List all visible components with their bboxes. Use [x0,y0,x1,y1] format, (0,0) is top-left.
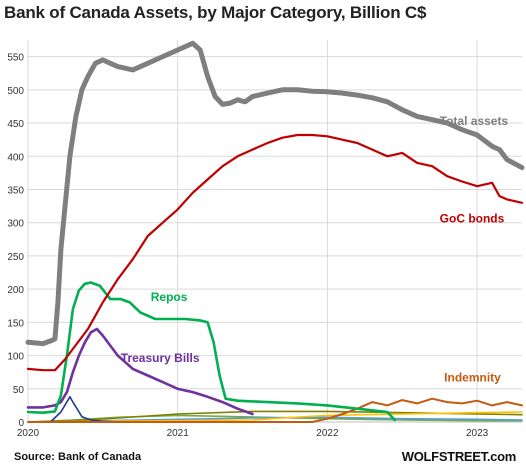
y-tick-label: 400 [7,152,24,163]
y-tick-label: 300 [7,219,24,230]
y-tick-label: 500 [7,86,24,97]
source-note: Source: Bank of Canada [14,451,142,463]
y-tick-label: 150 [7,318,24,329]
y-tick-label: 450 [7,119,24,130]
x-tick-label: 2022 [316,428,339,439]
y-tick-label: 50 [13,385,25,396]
x-tick-label: 2020 [17,428,40,439]
series-line-goc-bonds [26,133,524,372]
series-lines [25,40,525,423]
y-tick-label: 350 [7,185,24,196]
series-label: Indemnity [444,370,501,384]
series-label: Treasury Bills [121,351,200,365]
x-tick-label: 2021 [167,428,190,439]
series-label: Total assets [440,114,509,128]
brand-label: WOLFSTREET.com [401,449,517,464]
series-line-repos [26,281,397,422]
y-tick-label: 100 [7,352,24,363]
series-line-indemnity [27,397,523,423]
chart-title: Bank of Canada Assets, by Major Category… [4,3,427,22]
y-tick-label: 550 [7,53,24,64]
series-label: GoC bonds [440,212,505,226]
series-line-treasury-bills [26,327,254,416]
y-tick-label: 200 [7,285,24,296]
series-labels: Total assets GoC bonds Repos Treasury Bills… [121,114,509,384]
series-label: Repos [151,290,188,304]
x-axis-ticks: 2020 2021 2022 2023 [17,428,489,439]
y-tick-label: 250 [7,252,24,263]
series-line-total-assets [25,40,525,347]
y-axis-ticks: 0 50 100 150 200 250 300 350 400 450 500 550 [7,53,24,429]
x-tick-label: 2023 [466,428,489,439]
grid-lines [27,40,522,423]
y-tick-label: 0 [18,418,24,429]
